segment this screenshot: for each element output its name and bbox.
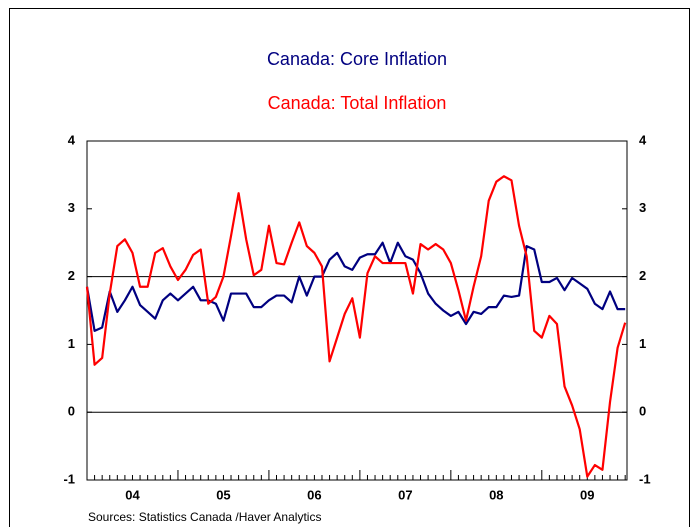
y-tick-label: 4 [68, 132, 76, 147]
y2-tick-label: 4 [639, 132, 647, 147]
y2-tick-label: 2 [639, 268, 646, 283]
source: Sources: Statistics Canada /Haver Analyt… [88, 510, 321, 524]
y-tick-label: 3 [68, 200, 75, 215]
y2-tick-label: 3 [639, 200, 646, 215]
chart-title: Canada: Core Inflation [267, 49, 447, 69]
series-line [85, 241, 626, 332]
y-tick-label: 1 [68, 336, 75, 351]
y-tick-label: 0 [68, 404, 75, 419]
y2-tick-label: -1 [639, 471, 651, 486]
chart-subtitle: Canada: Total Inflation [268, 93, 447, 113]
x-tick-label: 09 [580, 487, 594, 502]
x-tick-label: 07 [398, 487, 412, 502]
x-tick-label: 05 [216, 487, 230, 502]
series-line [85, 175, 627, 478]
plot-area [86, 140, 628, 481]
x-tick-label: 08 [489, 487, 503, 502]
y-tick-label: 2 [68, 268, 75, 283]
frame [9, 8, 690, 527]
y-tick-label: -1 [63, 471, 75, 486]
x-tick-label: 06 [307, 487, 321, 502]
y2-tick-label: 0 [639, 404, 646, 419]
y2-tick-label: 1 [639, 336, 646, 351]
x-tick-label: 04 [125, 487, 140, 502]
